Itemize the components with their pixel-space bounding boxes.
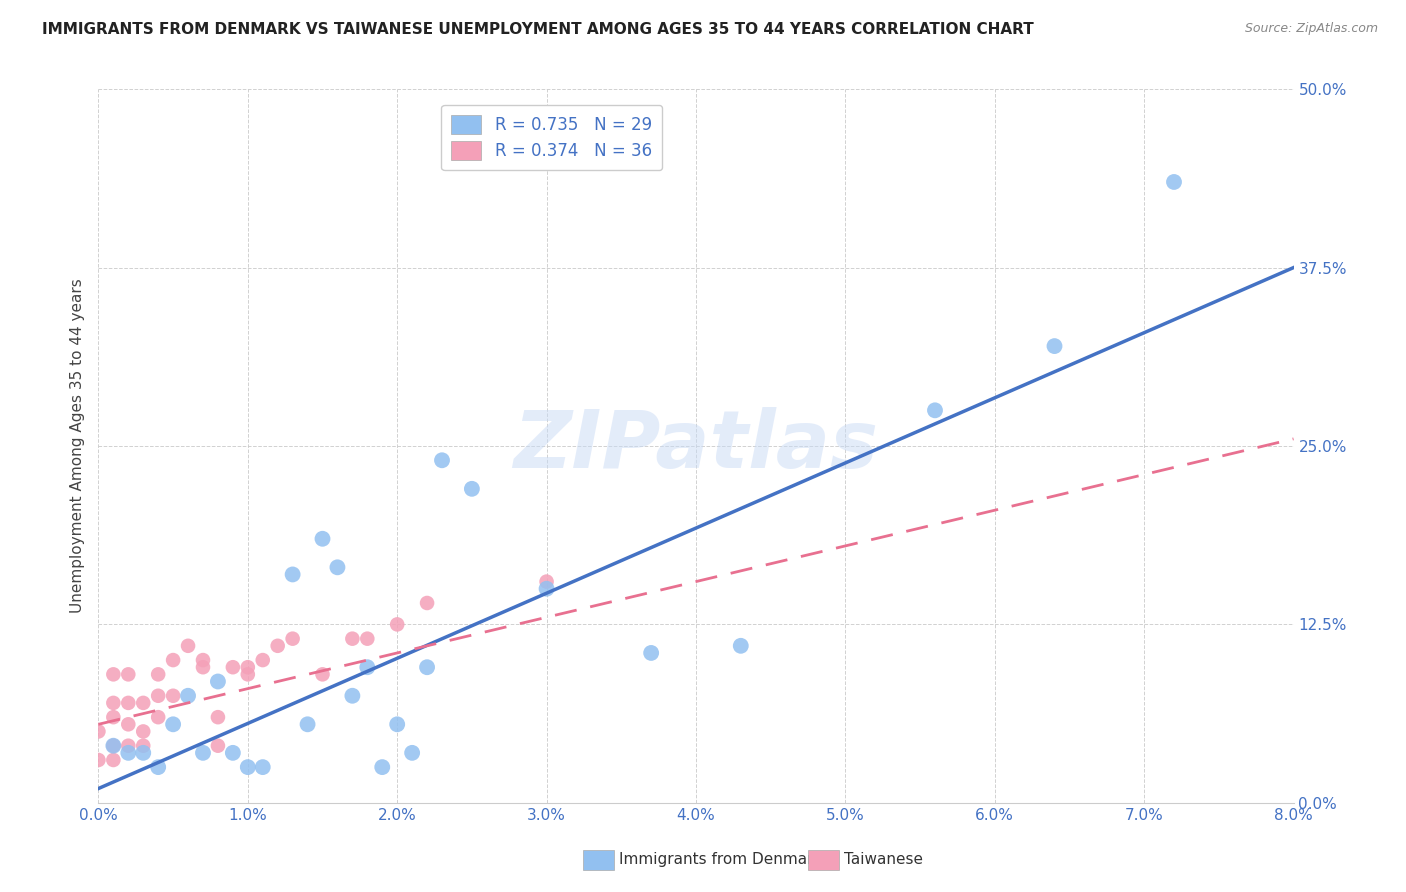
- Point: [222, 746, 245, 760]
- Point: [371, 760, 394, 774]
- Point: [103, 710, 125, 724]
- Point: [281, 632, 304, 646]
- Point: [924, 403, 946, 417]
- Point: [252, 653, 274, 667]
- Point: [191, 653, 214, 667]
- Text: Taiwanese: Taiwanese: [844, 853, 922, 867]
- Point: [132, 724, 155, 739]
- Point: [342, 632, 364, 646]
- Point: [117, 717, 139, 731]
- Point: [385, 617, 409, 632]
- Point: [207, 739, 229, 753]
- Point: [162, 717, 184, 731]
- Point: [103, 667, 125, 681]
- Point: [730, 639, 752, 653]
- Point: [148, 689, 170, 703]
- Point: [236, 760, 259, 774]
- Point: [281, 567, 304, 582]
- Point: [148, 710, 170, 724]
- Point: [117, 667, 139, 681]
- Point: [461, 482, 484, 496]
- Point: [1043, 339, 1066, 353]
- Point: [416, 660, 439, 674]
- Point: [103, 753, 125, 767]
- Point: [132, 746, 155, 760]
- Point: [87, 724, 110, 739]
- Point: [191, 660, 214, 674]
- Point: [117, 739, 139, 753]
- Point: [222, 660, 245, 674]
- Point: [536, 582, 558, 596]
- Y-axis label: Unemployment Among Ages 35 to 44 years: Unemployment Among Ages 35 to 44 years: [69, 278, 84, 614]
- Point: [236, 660, 259, 674]
- Point: [311, 667, 333, 681]
- Legend: R = 0.735   N = 29, R = 0.374   N = 36: R = 0.735 N = 29, R = 0.374 N = 36: [441, 104, 662, 169]
- Point: [326, 560, 349, 574]
- Point: [356, 660, 378, 674]
- Point: [236, 667, 259, 681]
- Text: ZIPatlas: ZIPatlas: [513, 407, 879, 485]
- Point: [191, 746, 214, 760]
- Text: Source: ZipAtlas.com: Source: ZipAtlas.com: [1244, 22, 1378, 36]
- Point: [1163, 175, 1185, 189]
- Point: [416, 596, 439, 610]
- Point: [385, 717, 409, 731]
- Point: [177, 689, 200, 703]
- Point: [252, 760, 274, 774]
- Point: [430, 453, 453, 467]
- Point: [297, 717, 319, 731]
- Text: IMMIGRANTS FROM DENMARK VS TAIWANESE UNEMPLOYMENT AMONG AGES 35 TO 44 YEARS CORR: IMMIGRANTS FROM DENMARK VS TAIWANESE UNE…: [42, 22, 1033, 37]
- Point: [148, 667, 170, 681]
- Point: [132, 739, 155, 753]
- Point: [356, 632, 378, 646]
- Point: [117, 696, 139, 710]
- Point: [87, 753, 110, 767]
- Point: [117, 746, 139, 760]
- Point: [162, 653, 184, 667]
- Point: [207, 674, 229, 689]
- Point: [342, 689, 364, 703]
- Point: [103, 739, 125, 753]
- Point: [267, 639, 290, 653]
- Point: [640, 646, 662, 660]
- Point: [103, 739, 125, 753]
- Point: [536, 574, 558, 589]
- Point: [207, 710, 229, 724]
- Point: [162, 689, 184, 703]
- Point: [311, 532, 333, 546]
- Point: [103, 696, 125, 710]
- Text: Immigrants from Denmark: Immigrants from Denmark: [619, 853, 823, 867]
- Point: [177, 639, 200, 653]
- Point: [401, 746, 423, 760]
- Point: [132, 696, 155, 710]
- Point: [148, 760, 170, 774]
